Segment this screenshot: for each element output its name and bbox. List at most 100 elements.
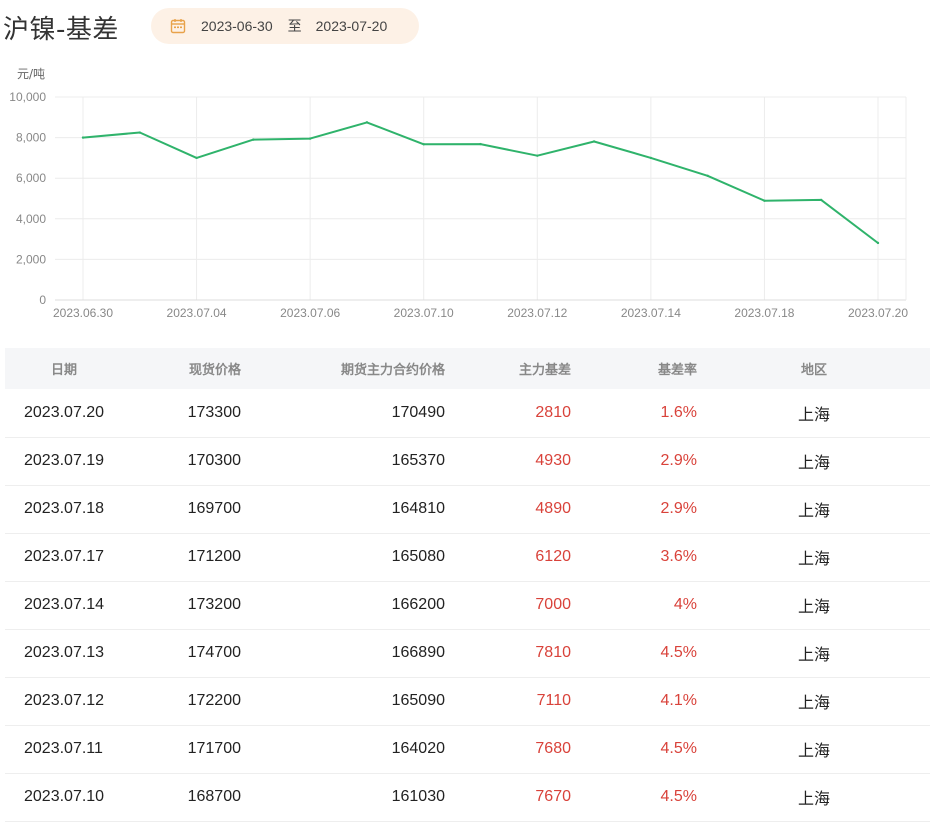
- cell-region: 上海: [797, 549, 830, 568]
- cell-spot-price: 171200: [187, 548, 241, 565]
- cell-spot-price: 174700: [187, 644, 241, 661]
- cell-spot-price: 170300: [187, 452, 241, 469]
- cell-futures-price: 165080: [391, 548, 445, 565]
- cell-spot-price: 168700: [187, 788, 241, 805]
- y-tick-label: 10,000: [9, 90, 46, 104]
- x-tick-label: 2023.07.10: [394, 306, 454, 320]
- data-point: [536, 154, 539, 157]
- cell-futures-price: 165370: [391, 452, 445, 469]
- data-point: [422, 143, 425, 146]
- cell-spot-price: 169700: [187, 500, 241, 517]
- cell-date: 2023.07.20: [24, 403, 105, 421]
- y-tick-label: 8,000: [16, 131, 46, 145]
- date-separator: 至: [287, 19, 302, 35]
- cell-basis-rate: 4.1%: [660, 692, 697, 709]
- y-tick-label: 4,000: [16, 212, 46, 226]
- end-date[interactable]: 2023-07-20: [315, 18, 388, 34]
- data-point: [308, 137, 312, 140]
- data-point: [252, 138, 255, 141]
- cell-date: 2023.07.17: [24, 548, 105, 565]
- cell-main-basis: 7680: [535, 740, 571, 757]
- y-tick-label: 6,000: [16, 171, 46, 185]
- cell-date: 2023.07.11: [24, 740, 103, 757]
- data-point: [138, 131, 141, 134]
- x-tick-label: 2023.07.20: [848, 306, 908, 320]
- cell-spot-price: 173200: [187, 596, 241, 613]
- y-tick-label: 2,000: [16, 252, 46, 266]
- y-axis-unit-label: 元/吨: [17, 67, 45, 81]
- x-tick-label: 2023.07.06: [280, 306, 340, 320]
- calendar-icon: [170, 19, 186, 34]
- data-point: [706, 174, 709, 177]
- data-point: [479, 142, 482, 146]
- y-tick-label: 0: [39, 293, 46, 307]
- x-tick-label: 2023.06.30: [53, 306, 113, 320]
- basis-line-chart: 0 2,000 4,000 6,000 8,000 10,000 2023.06.30 202…: [9, 67, 908, 320]
- table-row: 2023.07.13 174700 166890 7810 4.5% 上海: [5, 629, 930, 677]
- cell-date: 2023.07.19: [24, 452, 105, 469]
- cell-main-basis: 7110: [536, 692, 571, 709]
- cell-basis-rate: 4.5%: [660, 788, 697, 805]
- cell-date: 2023.07.12: [24, 692, 105, 709]
- header-basis-rate: 基差率: [657, 363, 697, 378]
- cell-futures-price: 170490: [391, 403, 445, 421]
- cell-date: 2023.07.18: [24, 500, 105, 517]
- cell-main-basis: 4890: [535, 500, 571, 517]
- cell-main-basis: 2810: [535, 403, 571, 421]
- date-range-picker[interactable]: 2023-06-30 至 2023-07-20: [151, 8, 419, 44]
- cell-basis-rate: 4.5%: [660, 644, 697, 661]
- page-title: 沪镍-基差: [3, 15, 119, 45]
- cell-futures-price: 161030: [391, 788, 445, 805]
- data-point: [876, 241, 880, 245]
- x-tick-label: 2023.07.12: [507, 306, 567, 320]
- cell-spot-price: 171700: [187, 740, 241, 757]
- cell-date: 2023.07.14: [24, 596, 105, 613]
- table-row: 2023.07.10 168700 161030 7670 4.5% 上海: [5, 773, 930, 821]
- cell-region: 上海: [797, 789, 830, 808]
- cell-main-basis: 4930: [535, 452, 571, 469]
- cell-basis-rate: 4%: [673, 596, 697, 613]
- start-date[interactable]: 2023-06-30: [201, 18, 273, 34]
- data-point: [820, 198, 823, 202]
- cell-main-basis: 7810: [535, 644, 571, 661]
- cell-spot-price: 173300: [187, 403, 241, 421]
- cell-region: 上海: [797, 645, 830, 664]
- x-tick-label: 2023.07.14: [621, 306, 681, 320]
- basis-table: 日期 现货价格 期货主力合约价格 主力基差 基差率 地区 2023.07.20 1…: [5, 348, 930, 822]
- cell-main-basis: 6120: [535, 548, 571, 565]
- data-point: [365, 121, 369, 124]
- data-point: [649, 156, 653, 160]
- cell-date: 2023.07.10: [24, 788, 105, 805]
- table-header-row: 日期 现货价格 期货主力合约价格 主力基差 基差率 地区: [5, 348, 930, 389]
- cell-region: 上海: [797, 693, 830, 712]
- cell-region: 上海: [797, 597, 830, 616]
- cell-futures-price: 164810: [391, 500, 445, 517]
- cell-region: 上海: [797, 501, 830, 520]
- cell-region: 上海: [797, 453, 830, 472]
- x-tick-label: 2023.07.18: [734, 306, 794, 320]
- header-main-basis: 主力基差: [518, 363, 571, 378]
- cell-region: 上海: [797, 404, 830, 424]
- cell-basis-rate: 2.9%: [660, 500, 697, 517]
- data-point: [592, 140, 596, 143]
- basis-series-line: [82, 121, 879, 244]
- header-date: 日期: [51, 363, 78, 378]
- table-row: 2023.07.19 170300 165370 4930 2.9% 上海: [5, 437, 930, 485]
- table-row: 2023.07.12 172200 165090 7110 4.1% 上海: [5, 677, 930, 725]
- cell-main-basis: 7670: [535, 788, 571, 805]
- table-row: 2023.07.11 171700 164020 7680 4.5% 上海: [5, 725, 930, 773]
- cell-futures-price: 166200: [391, 596, 445, 613]
- data-point: [81, 136, 85, 139]
- cell-region: 上海: [797, 741, 830, 760]
- cell-futures-price: 164020: [391, 740, 445, 757]
- header-spot-price: 现货价格: [188, 363, 241, 378]
- table-row: 2023.07.17 171200 165080 6120 3.6% 上海: [5, 533, 930, 581]
- cell-basis-rate: 3.6%: [660, 548, 697, 565]
- table-row: 2023.07.20 173300 170490 2810 1.6% 上海: [5, 389, 930, 437]
- cell-basis-rate: 2.9%: [660, 452, 697, 469]
- table-row: 2023.07.14 173200 166200 7000 4% 上海: [5, 581, 930, 629]
- x-tick-label: 2023.07.04: [167, 306, 227, 320]
- header-futures-price: 期货主力合约价格: [340, 363, 445, 378]
- cell-futures-price: 166890: [391, 644, 445, 661]
- cell-futures-price: 165090: [391, 692, 445, 709]
